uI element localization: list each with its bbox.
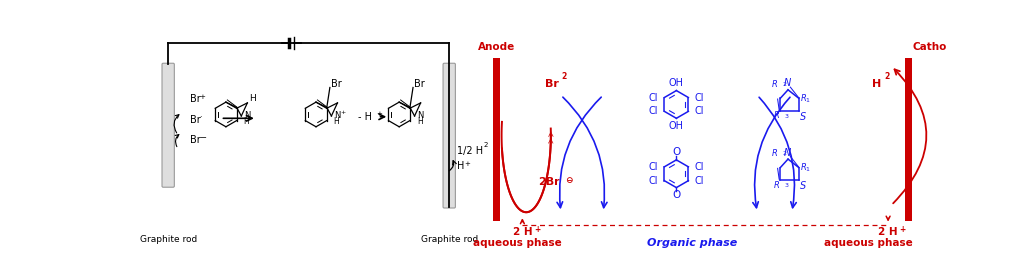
Text: 2Br: 2Br [539, 177, 560, 187]
Text: Organic phase: Organic phase [647, 238, 737, 248]
Text: O: O [672, 147, 680, 157]
Text: Br: Br [190, 115, 200, 125]
Text: N: N [417, 111, 423, 120]
FancyBboxPatch shape [443, 63, 456, 208]
Text: R: R [774, 181, 780, 190]
Text: 2: 2 [884, 72, 890, 81]
Text: aqueous phase: aqueous phase [825, 238, 913, 248]
Text: 3: 3 [784, 183, 788, 188]
Text: OH: OH [669, 78, 683, 88]
Text: 2: 2 [783, 151, 786, 156]
Text: Cl: Cl [649, 106, 658, 116]
Text: Cl: Cl [695, 106, 704, 116]
Text: Br: Br [190, 94, 200, 104]
Text: ⊖: ⊖ [565, 176, 573, 185]
Text: +: + [341, 110, 346, 115]
Text: −: − [199, 133, 206, 142]
Text: S: S [799, 181, 805, 192]
Bar [493, 58, 500, 221]
Text: +: + [534, 225, 540, 234]
Text: Anode: Anode [478, 43, 516, 52]
Text: H: H [457, 161, 465, 171]
Bar [905, 58, 912, 221]
Text: +: + [199, 94, 204, 100]
Text: R: R [771, 80, 777, 89]
Text: Graphite rod: Graphite rod [139, 235, 197, 244]
Text: R: R [800, 94, 806, 103]
Text: Cl: Cl [649, 92, 658, 102]
FancyBboxPatch shape [162, 63, 174, 187]
Text: H: H [244, 117, 249, 126]
Text: H: H [249, 94, 256, 103]
Text: Cl: Cl [649, 176, 658, 186]
Text: ·: · [199, 113, 201, 122]
Text: - H: - H [358, 112, 371, 122]
Text: R: R [774, 111, 780, 120]
Text: Catho: Catho [913, 43, 947, 52]
Text: Cl: Cl [695, 176, 704, 186]
Text: N: N [244, 111, 250, 120]
Text: 1: 1 [805, 98, 809, 103]
Text: Cl: Cl [695, 162, 704, 172]
Text: 2 H: 2 H [513, 227, 532, 237]
Text: aqueous phase: aqueous phase [473, 238, 561, 248]
Text: Graphite rod: Graphite rod [421, 235, 478, 244]
Text: Br: Br [331, 80, 342, 89]
Text: R: R [771, 149, 777, 158]
Text: Br: Br [414, 80, 424, 89]
Text: Br: Br [545, 79, 558, 89]
Text: Cl: Cl [649, 162, 658, 172]
Text: 2: 2 [783, 82, 786, 87]
Text: 3: 3 [784, 114, 788, 119]
Text: Cl: Cl [695, 92, 704, 102]
Text: R: R [800, 163, 806, 172]
Text: +: + [376, 111, 382, 117]
Text: S: S [799, 112, 805, 122]
Text: N: N [334, 111, 340, 120]
Text: H: H [417, 117, 423, 126]
Text: N: N [784, 148, 791, 158]
Text: +: + [465, 161, 471, 167]
Text: 1: 1 [805, 167, 809, 172]
Text: 2: 2 [483, 142, 487, 148]
Text: OH: OH [669, 121, 683, 131]
Text: 1/2 H: 1/2 H [457, 146, 483, 156]
Text: O: O [672, 190, 680, 200]
Text: 2 H: 2 H [879, 227, 898, 237]
Text: +: + [900, 225, 906, 234]
Text: H: H [334, 117, 340, 126]
Text: 2: 2 [561, 72, 566, 81]
Text: N: N [784, 78, 791, 88]
Text: Br: Br [190, 135, 200, 145]
Text: H: H [872, 79, 881, 89]
